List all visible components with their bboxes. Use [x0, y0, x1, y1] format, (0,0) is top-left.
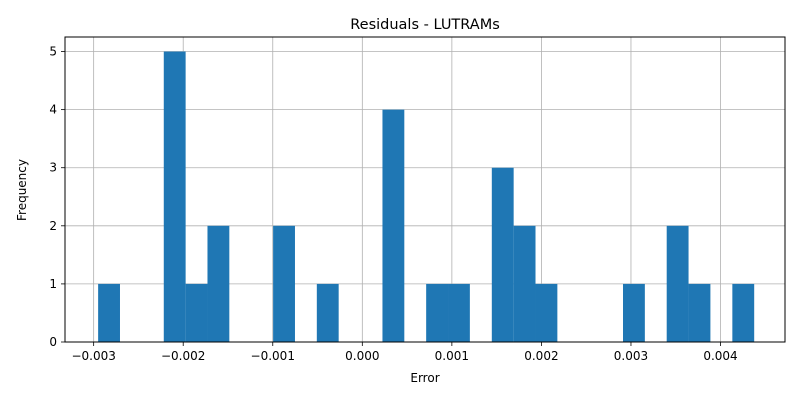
x-axis-ticks: −0.003 −0.002 −0.001 0.000 0.001 0.002 0.003 0.…	[71, 342, 738, 363]
x-axis-label: Error	[410, 371, 439, 385]
histogram-bar-1	[163, 51, 186, 343]
x-tick-label-0: −0.003	[71, 349, 115, 363]
histogram-bar-9	[491, 167, 514, 342]
x-tick-label-1: −0.002	[161, 349, 205, 363]
histogram-bar-8	[448, 283, 470, 342]
x-tick-label-3: 0.000	[345, 349, 379, 363]
y-axis-ticks: 0 1 2 3 4 5	[49, 45, 65, 349]
histogram-bar-14	[688, 283, 711, 342]
histogram-bar-2	[185, 283, 208, 342]
histogram-bar-12	[623, 283, 645, 342]
y-tick-label-4: 4	[49, 103, 57, 117]
x-tick-label-4: 0.001	[435, 349, 469, 363]
x-tick-label-2: −0.001	[251, 349, 295, 363]
histogram-bar-3	[207, 225, 230, 342]
chart-title: Residuals - LUTRAMs	[350, 17, 500, 33]
histogram-bar-7	[426, 283, 449, 342]
histogram-bars	[98, 51, 755, 343]
y-tick-label-5: 5	[49, 45, 57, 59]
histogram-bar-4	[273, 225, 295, 342]
x-tick-label-7: 0.004	[703, 349, 737, 363]
histogram-bar-5	[316, 283, 339, 342]
histogram-bar-0	[98, 283, 120, 342]
histogram-bar-15	[732, 283, 755, 342]
histogram-bar-11	[535, 283, 558, 342]
histogram-bar-10	[513, 225, 536, 342]
y-tick-label-1: 1	[49, 277, 57, 291]
y-tick-label-3: 3	[49, 161, 57, 175]
histogram-bar-13	[666, 225, 689, 342]
y-tick-label-0: 0	[49, 335, 57, 349]
histogram-bar-6	[382, 109, 405, 342]
y-axis-label: Frequency	[15, 159, 29, 221]
plot-area-frame	[64, 36, 786, 343]
y-tick-label-2: 2	[49, 219, 57, 233]
x-tick-label-5: 0.002	[524, 349, 558, 363]
x-tick-label-6: 0.003	[614, 349, 648, 363]
